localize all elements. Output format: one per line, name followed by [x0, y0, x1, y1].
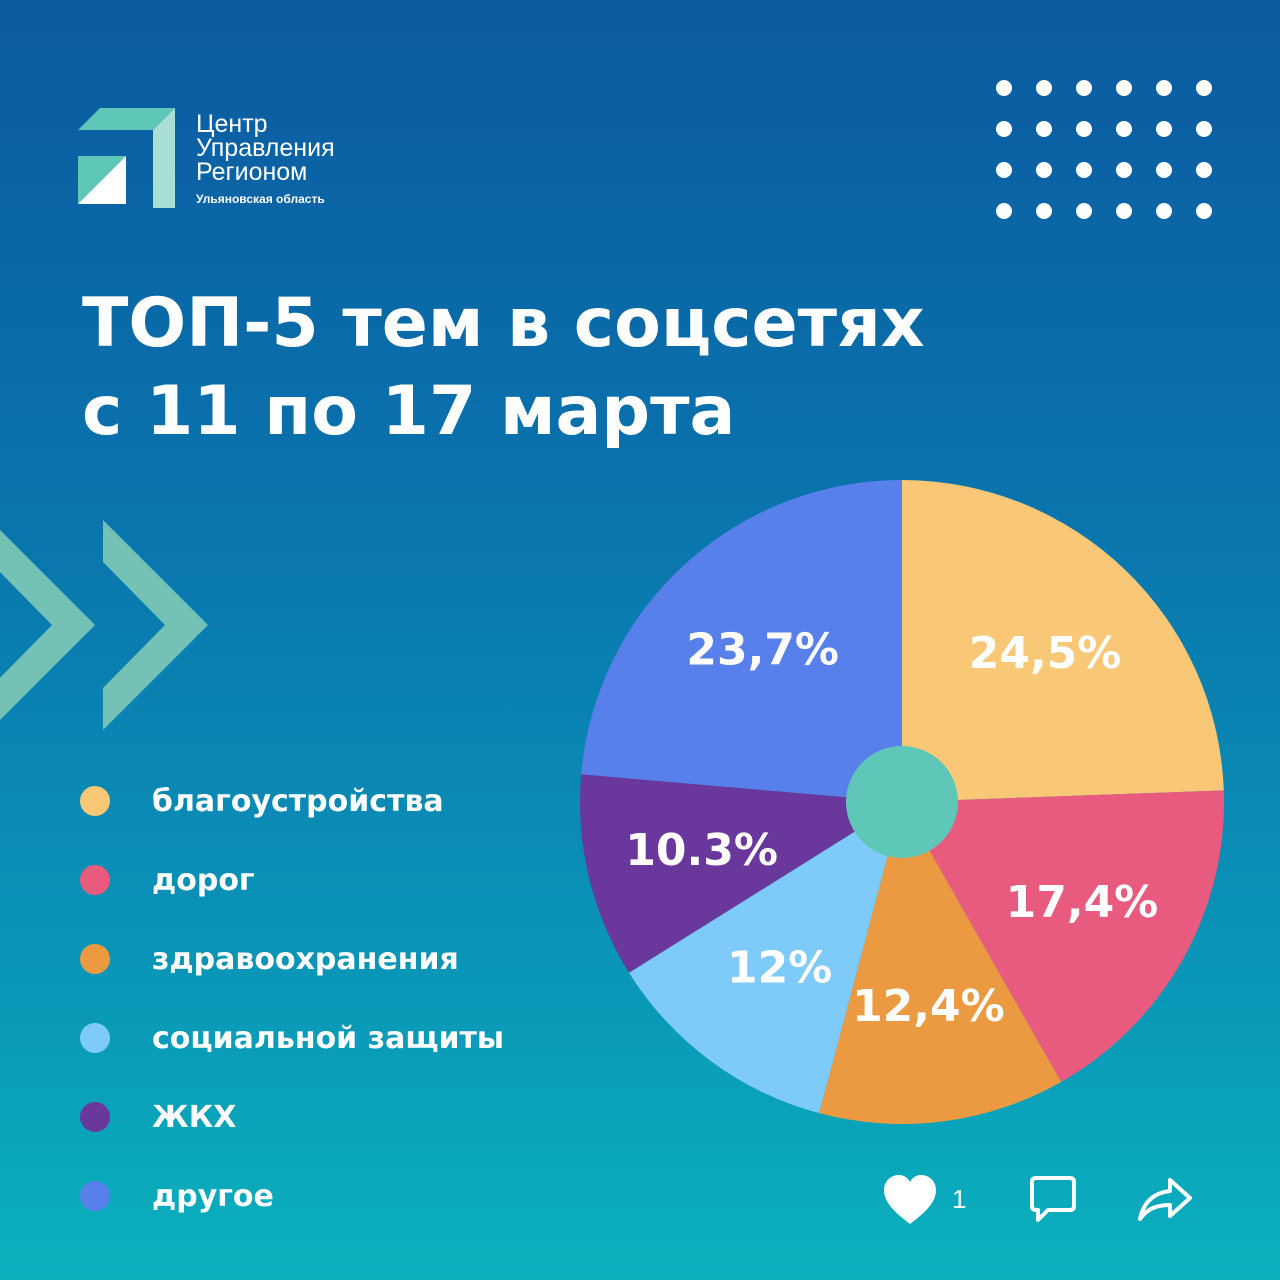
pie-center-hub [846, 746, 958, 858]
logo-line-1: Центр [196, 110, 268, 138]
logo-subtitle: Ульяновская область [196, 192, 325, 206]
slice-value-label: 23,7% [686, 625, 839, 676]
logo-icon [78, 108, 175, 208]
legend-label: социальной защиты [152, 1021, 505, 1056]
legend-label: другое [152, 1179, 274, 1214]
slice-value-label: 12,4% [852, 981, 1005, 1032]
slice-value-label: 17,4% [1006, 877, 1159, 928]
comment-button[interactable] [1028, 1172, 1078, 1232]
pie-slice [629, 802, 902, 1114]
pie-slice [902, 790, 1224, 1082]
slice-value-label: 10.3% [625, 825, 778, 876]
share-button[interactable] [1136, 1172, 1196, 1232]
logo-line-2: Управления [196, 134, 335, 162]
logo-text: Центр Управления Регионом Ульяновская об… [196, 110, 335, 207]
pie-slice [580, 774, 902, 973]
legend-swatch [80, 865, 110, 895]
pie-chart: 24,5% 17,4% 12,4% 12% 10.3% 23,7% [580, 480, 1224, 1124]
title-line-2: с 11 по 17 марта [82, 372, 736, 451]
logo-line-3: Регионом [196, 158, 308, 186]
legend-swatch [80, 944, 110, 974]
title-line-1: ТОП-5 тем в соцсетях [82, 284, 925, 363]
heart-icon [884, 1175, 936, 1224]
comment-icon [1030, 1176, 1076, 1222]
like-button[interactable] [880, 1172, 940, 1232]
legend-label: ЖКХ [152, 1100, 237, 1135]
pie-slice [581, 480, 902, 802]
legend-swatch [80, 786, 110, 816]
legend-swatch [80, 1181, 110, 1211]
page-title: ТОП-5 тем в соцсетях с 11 по 17 марта [82, 280, 925, 456]
share-icon [1138, 1178, 1192, 1221]
pie-slice [902, 480, 1224, 802]
legend-label: дорог [152, 863, 255, 898]
like-count: 1 [952, 1184, 967, 1214]
chevrons-decoration [0, 520, 208, 730]
slice-value-label: 24,5% [969, 628, 1122, 679]
legend-label: здравоохранения [152, 942, 459, 977]
dot-grid-decoration [996, 80, 1212, 219]
legend-swatch [80, 1102, 110, 1132]
pie-slice [819, 802, 1062, 1124]
legend-swatch [80, 1023, 110, 1053]
slice-value-label: 12% [727, 942, 832, 993]
legend-label: благоустройства [152, 784, 444, 819]
